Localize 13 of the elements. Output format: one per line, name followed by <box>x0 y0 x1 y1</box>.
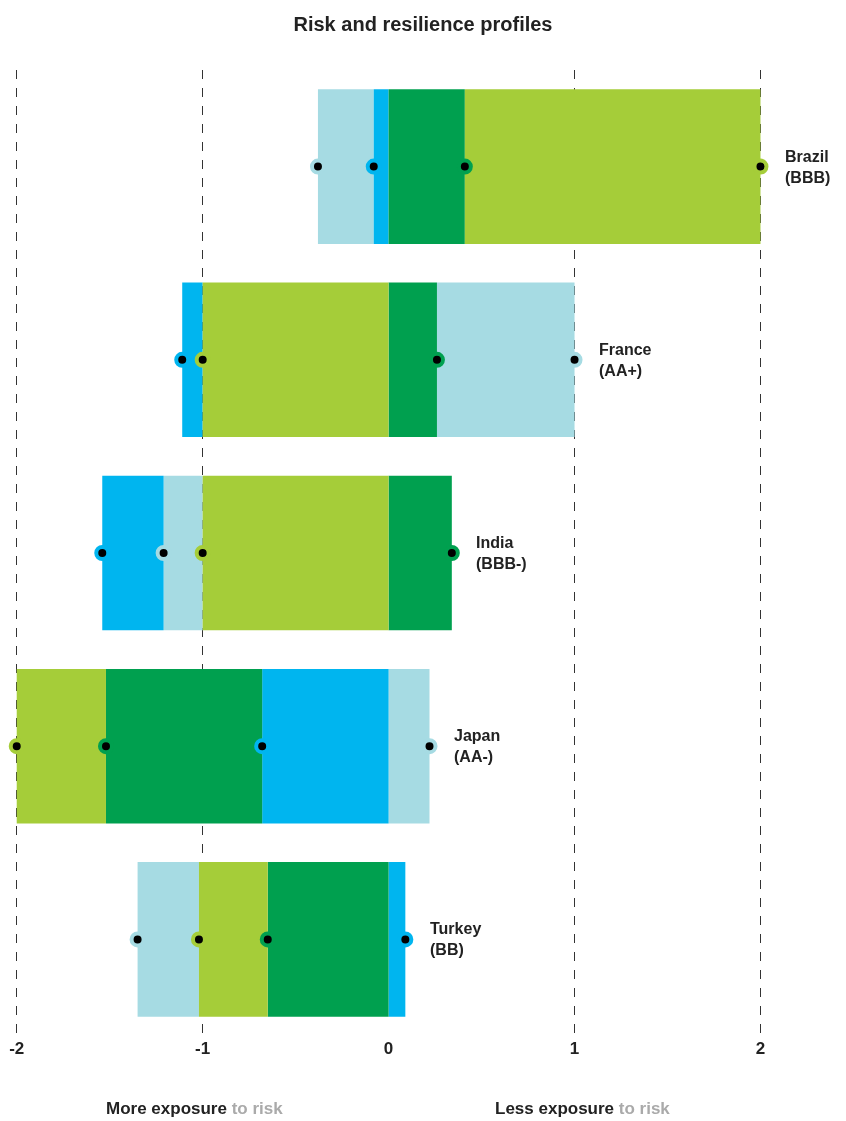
y-tick-label: Turkey (BB) <box>430 920 482 958</box>
chart-title: Risk and resilience profiles <box>293 12 553 35</box>
y-tick-label: India (BBB-) <box>476 534 527 572</box>
y-tick-label: Japan (AA-) <box>454 727 501 765</box>
text: Less exposure to risk <box>495 1099 671 1118</box>
x-tick-label: 0 <box>383 1039 394 1058</box>
y-tick-label: Brazil (BBB) <box>785 148 831 186</box>
x-tick-label: 1 <box>569 1039 580 1058</box>
x-tick-label: 2 <box>755 1039 766 1058</box>
text: More exposure to risk <box>106 1099 284 1118</box>
x-tick-label: -2 <box>9 1039 25 1058</box>
x-tick-label: -1 <box>195 1039 211 1058</box>
y-tick-label: France (AA+) <box>599 341 652 379</box>
